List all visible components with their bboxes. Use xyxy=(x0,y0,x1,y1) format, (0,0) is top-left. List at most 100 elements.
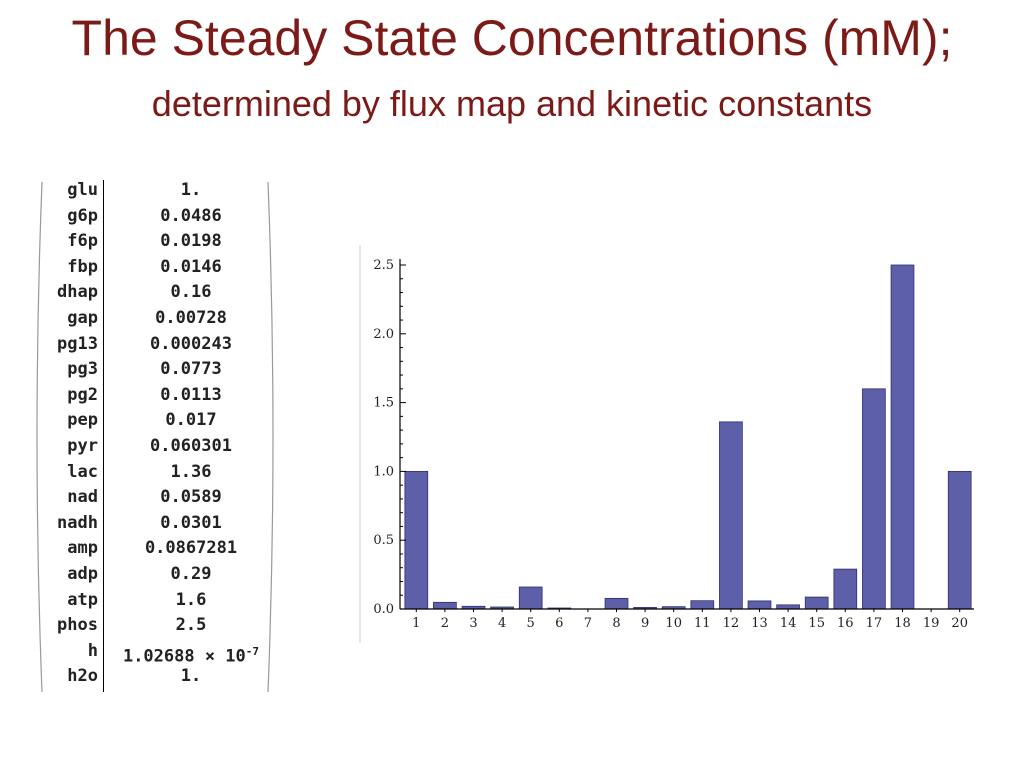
bar-15 xyxy=(804,596,829,610)
slide-title: The Steady State Concentrations (mM); xyxy=(71,10,953,66)
metabolite-name: h xyxy=(87,640,98,661)
bar-chart: 1 2 3 4 5 6 7 8 9 10 11 12 13 14 15 16 17 18 19 200.00.51.0… xyxy=(359,245,974,643)
metabolite-name: amp xyxy=(67,538,98,559)
concentration-value-text: 0.017 xyxy=(165,410,217,431)
concentration-value-text: 0.0867281 xyxy=(144,538,238,559)
matrix-row: adp 0.29 xyxy=(30,562,280,588)
bar-20 xyxy=(947,470,972,610)
matrix-row: nad 0.0589 xyxy=(30,485,280,511)
x-tick-label: 13 xyxy=(751,616,768,631)
concentration-value-text: 0.0113 xyxy=(160,384,222,405)
matrix-row: h 1.02688 × 10-7 xyxy=(30,639,280,667)
matrix-row: pyr 0.060301 xyxy=(30,434,280,460)
concentration-value-text: 0.0773 xyxy=(160,359,222,380)
concentration-value-text: 1. xyxy=(180,666,202,687)
matrix-row: nadh 0.0301 xyxy=(30,511,280,537)
concentration-value-text: 1.36 xyxy=(170,461,212,482)
bar-2 xyxy=(433,601,457,610)
y-tick-label: 0.5 xyxy=(373,533,394,548)
matrix-row: pg13 0.000243 xyxy=(30,332,280,358)
concentration-value-text: 0.0198 xyxy=(160,231,222,252)
metabolite-name: dhap xyxy=(57,282,98,303)
concentration-value-text: 0.0301 xyxy=(160,512,222,533)
concentration-value: 1.36 xyxy=(106,460,276,486)
concentration-value-text: 1.02688 × 10 xyxy=(122,646,246,667)
concentration-value-text: 0.000243 xyxy=(150,333,232,354)
bar-14 xyxy=(776,604,800,610)
bar-1 xyxy=(404,470,429,610)
metabolite-name: nadh xyxy=(57,512,98,533)
x-tick-label: 2 xyxy=(441,616,449,631)
matrix-row: fbp 0.0146 xyxy=(30,255,280,281)
concentration-value: 1.6 xyxy=(106,588,276,614)
concentration-value: 0.0113 xyxy=(106,383,276,409)
concentration-value: 0.0773 xyxy=(106,357,276,383)
matrix-row: pep 0.017 xyxy=(30,408,280,434)
metabolite-name: pg13 xyxy=(57,333,98,354)
concentration-value-text: 0.16 xyxy=(170,282,212,303)
bar-5 xyxy=(518,586,543,610)
bar-13 xyxy=(747,600,772,610)
x-tick-label: 20 xyxy=(951,616,968,631)
concentration-value: 0.060301 xyxy=(106,434,276,460)
matrix-row: pg2 0.0113 xyxy=(30,383,280,409)
x-tick-label: 5 xyxy=(527,616,535,631)
matrix-row: atp 1.6 xyxy=(30,588,280,614)
concentration-value: 0.0146 xyxy=(106,255,276,281)
x-tick-label: 19 xyxy=(923,616,940,631)
y-tick-label: 0.0 xyxy=(373,602,394,617)
metabolite-name: pg3 xyxy=(67,359,98,380)
y-tick-label: 1.0 xyxy=(373,464,394,479)
concentration-value: 0.0867281 xyxy=(106,536,276,562)
metabolite-name: f6p xyxy=(67,231,98,252)
y-tick-label: 2.5 xyxy=(373,258,394,273)
matrix-row: glu 1. xyxy=(30,178,280,204)
concentration-value: 2.5 xyxy=(106,613,276,639)
x-tick-label: 9 xyxy=(641,616,649,631)
bar-16 xyxy=(833,568,858,610)
concentration-value: 1.02688 × 10-7 xyxy=(106,639,276,670)
concentration-value-text: 0.00728 xyxy=(155,308,227,328)
matrix-row: lac 1.36 xyxy=(30,460,280,486)
x-tick-label: 14 xyxy=(780,616,797,631)
x-tick-label: 16 xyxy=(837,616,854,631)
x-tick-label: 10 xyxy=(665,616,682,631)
concentration-value-text: 1. xyxy=(180,180,202,200)
y-tick-label: 1.5 xyxy=(373,396,394,411)
concentration-value: 0.000243 xyxy=(106,332,276,358)
concentration-value: 1. xyxy=(106,178,276,204)
matrix-row: phos 2.5 xyxy=(30,613,280,639)
x-tick-label: 1 xyxy=(412,616,420,631)
concentration-value-text: 0.0146 xyxy=(160,256,222,277)
concentration-value: 0.0301 xyxy=(106,511,276,537)
matrix-divider xyxy=(103,180,104,692)
metabolite-name: pyr xyxy=(67,436,98,456)
matrix-row: g6p 0.0486 xyxy=(30,204,280,230)
bar-12 xyxy=(719,421,743,610)
x-tick-label: 12 xyxy=(723,616,740,631)
matrix-row: dhap 0.16 xyxy=(30,280,280,306)
concentration-value: 1. xyxy=(106,664,276,690)
y-tick-label: 2.0 xyxy=(373,327,394,342)
bar-18 xyxy=(890,264,915,610)
concentration-value: 0.0198 xyxy=(106,229,276,255)
metabolite-name: gap xyxy=(67,308,98,328)
matrix-row: amp 0.0867281 xyxy=(30,536,280,562)
concentration-value-text: 0.0589 xyxy=(160,487,222,508)
x-tick-label: 7 xyxy=(584,616,592,631)
metabolite-name: g6p xyxy=(67,205,98,226)
concentration-value-text: 0.29 xyxy=(170,564,212,584)
x-tick-label: 3 xyxy=(469,616,477,631)
metabolite-name: phos xyxy=(57,615,98,636)
concentration-value: 0.00728 xyxy=(106,306,276,332)
concentration-value-text: 0.060301 xyxy=(150,436,232,456)
metabolite-name: pg2 xyxy=(67,384,98,405)
x-tick-label: 8 xyxy=(612,616,620,631)
x-tick-label: 6 xyxy=(555,616,563,631)
x-tick-label: 11 xyxy=(694,616,711,631)
x-tick-label: 17 xyxy=(866,616,883,631)
metabolite-name: h2o xyxy=(67,666,98,687)
metabolite-name: lac xyxy=(67,461,98,482)
bar-8 xyxy=(604,597,629,610)
metabolite-name: adp xyxy=(67,564,98,584)
